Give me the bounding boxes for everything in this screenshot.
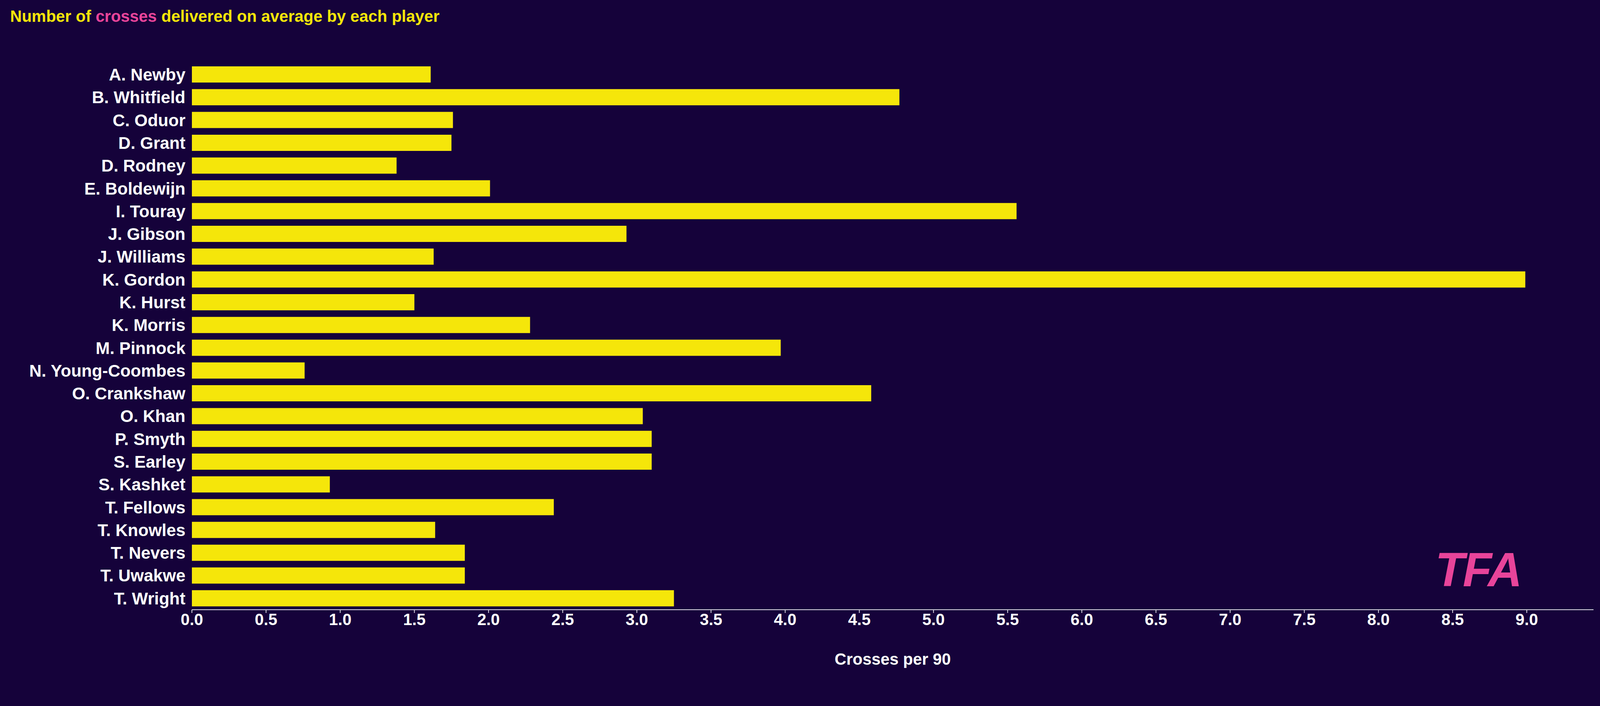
- svg-text:S. Kashket: S. Kashket: [98, 475, 186, 495]
- svg-text:1.5: 1.5: [403, 610, 426, 629]
- svg-text:N. Young-Coombes: N. Young-Coombes: [29, 361, 186, 381]
- svg-text:0.5: 0.5: [254, 610, 278, 629]
- svg-text:K. Morris: K. Morris: [111, 315, 186, 335]
- svg-text:3.0: 3.0: [625, 610, 649, 629]
- svg-text:I. Touray: I. Touray: [115, 202, 186, 222]
- svg-text:5.0: 5.0: [922, 610, 945, 629]
- svg-text:D. Rodney: D. Rodney: [101, 156, 186, 176]
- svg-text:B. Whitfield: B. Whitfield: [91, 87, 186, 107]
- svg-text:6.5: 6.5: [1144, 610, 1168, 629]
- svg-text:T. Uwakwe: T. Uwakwe: [100, 566, 186, 586]
- svg-text:2.0: 2.0: [477, 610, 500, 629]
- svg-text:7.5: 7.5: [1293, 610, 1316, 629]
- svg-text:7.0: 7.0: [1219, 610, 1242, 629]
- svg-text:2.5: 2.5: [551, 610, 575, 629]
- svg-text:K. Hurst: K. Hurst: [119, 293, 186, 313]
- svg-text:Crosses per 90: Crosses per 90: [834, 650, 952, 669]
- svg-text:8.0: 8.0: [1367, 610, 1390, 629]
- svg-text:J. Williams: J. Williams: [97, 247, 186, 267]
- svg-text:C. Oduor: C. Oduor: [112, 110, 186, 130]
- svg-text:5.5: 5.5: [996, 610, 1020, 629]
- svg-text:O. Crankshaw: O. Crankshaw: [72, 384, 186, 404]
- svg-text:M. Pinnock: M. Pinnock: [95, 338, 186, 358]
- svg-text:T. Knowles: T. Knowles: [97, 521, 186, 541]
- svg-text:K. Gordon: K. Gordon: [102, 270, 186, 290]
- svg-text:T. Wright: T. Wright: [113, 589, 186, 609]
- svg-text:T. Nevers: T. Nevers: [110, 543, 186, 563]
- svg-text:P. Smyth: P. Smyth: [114, 429, 186, 449]
- svg-text:4.5: 4.5: [848, 610, 871, 629]
- svg-text:D. Grant: D. Grant: [118, 133, 186, 153]
- svg-text:E. Boldewijn: E. Boldewijn: [84, 179, 186, 199]
- svg-text:1.0: 1.0: [329, 610, 352, 629]
- svg-text:4.0: 4.0: [774, 610, 797, 629]
- svg-text:S. Earley: S. Earley: [113, 452, 186, 472]
- svg-text:3.5: 3.5: [699, 610, 723, 629]
- svg-text:6.0: 6.0: [1070, 610, 1094, 629]
- svg-text:T. Fellows: T. Fellows: [105, 498, 186, 518]
- svg-text:O. Khan: O. Khan: [120, 406, 186, 426]
- svg-text:0.0: 0.0: [180, 610, 204, 629]
- svg-text:J. Gibson: J. Gibson: [108, 224, 186, 244]
- svg-text:8.5: 8.5: [1441, 610, 1464, 629]
- svg-text:A. Newby: A. Newby: [108, 65, 186, 85]
- html-text:TFA: TFA: [1435, 543, 1521, 597]
- svg-text:9.0: 9.0: [1515, 610, 1539, 629]
- html-text:Number of crosses delivered on: Number of crosses delivered on average b…: [10, 7, 440, 26]
